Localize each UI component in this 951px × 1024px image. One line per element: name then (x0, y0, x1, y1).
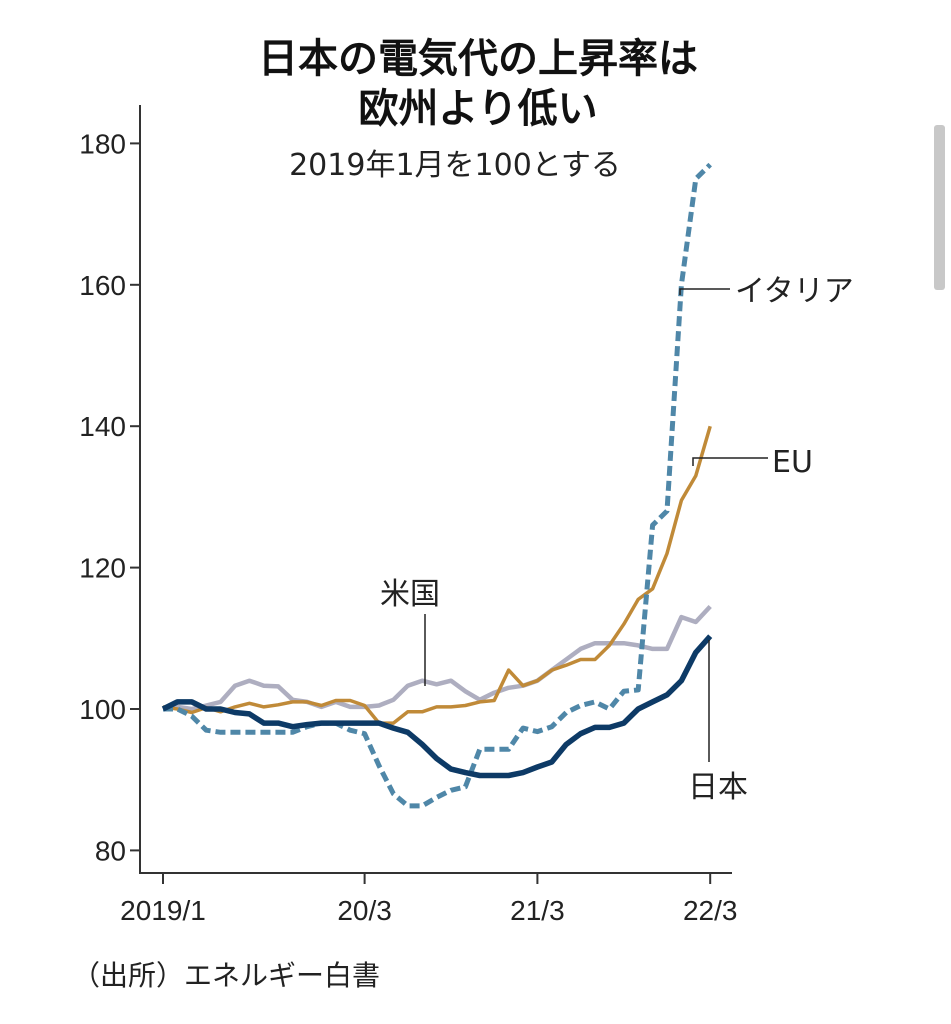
label-us: 米国 (380, 577, 440, 686)
series-label-us: 米国 (380, 577, 440, 612)
series-line-eu (162, 425, 712, 725)
y-tick-label: 100 (79, 694, 126, 725)
chart-subtitle: 2019年1月を100とする (289, 148, 621, 183)
scrollbar[interactable] (934, 125, 945, 290)
y-tick-label: 180 (79, 128, 126, 159)
y-tick-label: 120 (79, 553, 126, 584)
series-line-japan (161, 634, 713, 779)
series-line-us (162, 604, 712, 712)
series-label-eu: EU (772, 445, 813, 480)
x-tick-label: 20/3 (337, 895, 392, 926)
x-tick-label: 21/3 (510, 895, 565, 926)
y-tick-label: 80 (95, 835, 126, 866)
x-tick-label: 2019/1 (120, 895, 206, 926)
source-note: （出所）エネルギー白書 (72, 959, 380, 992)
chart-title-line-1: 日本の電気代の上昇率は (258, 36, 698, 82)
x-tick-label: 22/3 (683, 895, 738, 926)
y-axis: 80 100 120 140 160 180 (79, 105, 141, 874)
series-label-italy: イタリア (735, 274, 854, 309)
leader-eu (692, 457, 768, 466)
y-tick-label: 140 (79, 411, 126, 442)
leader-italy (679, 288, 730, 295)
chart-title-line-2: 欧州より低い (358, 86, 597, 132)
label-eu: EU (692, 445, 813, 480)
label-japan: 日本 (688, 640, 748, 805)
series-line-italy (163, 162, 712, 809)
x-axis: 2019/1 20/3 21/3 22/3 (120, 872, 738, 926)
y-tick-label: 160 (79, 270, 126, 301)
series-label-japan: 日本 (688, 770, 748, 805)
label-italy: イタリア (679, 274, 854, 309)
